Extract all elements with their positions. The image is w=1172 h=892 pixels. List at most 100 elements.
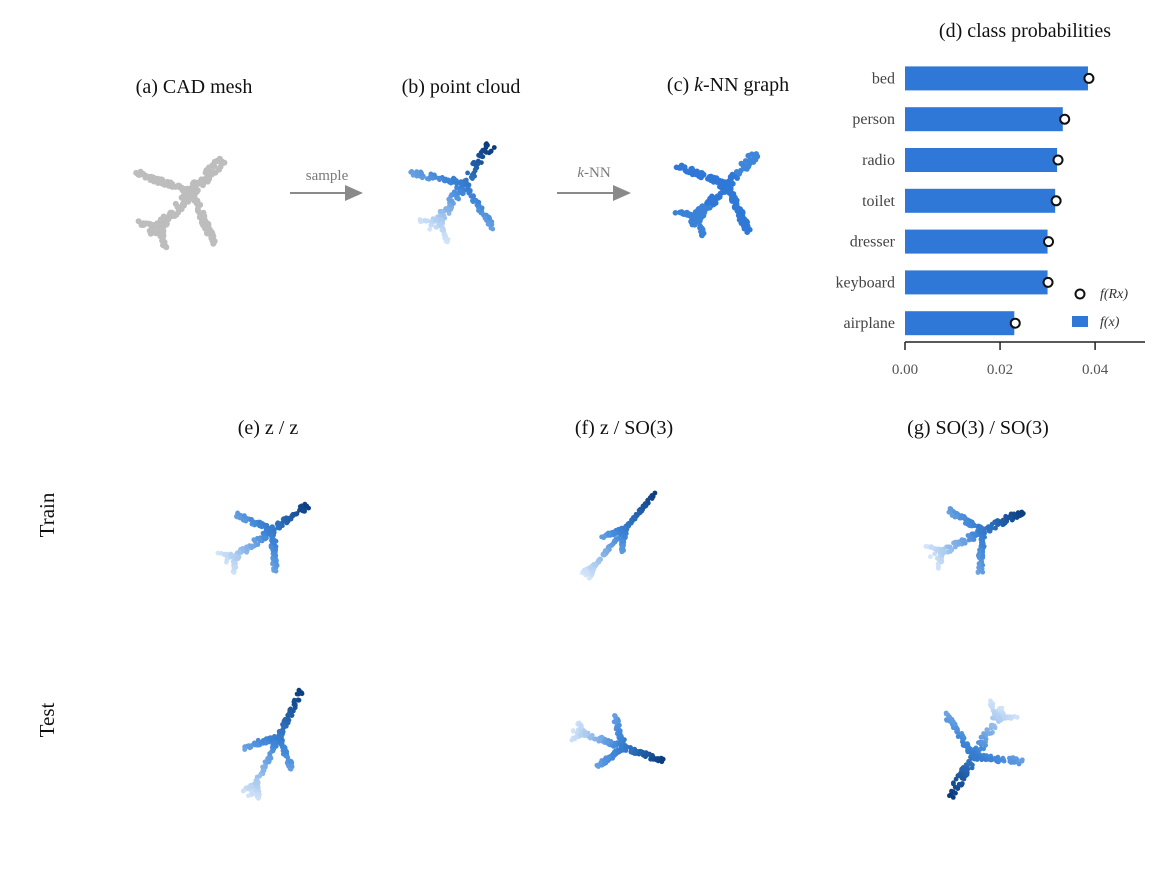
point [415, 171, 420, 177]
legend-rx-label: f(Rx) [1100, 287, 1128, 302]
point [944, 717, 949, 723]
point [628, 747, 634, 753]
point [252, 740, 257, 746]
point [147, 230, 154, 237]
point [966, 744, 971, 750]
point [611, 743, 617, 749]
point [618, 527, 624, 533]
point [465, 170, 470, 176]
point [238, 514, 244, 520]
bar-dresser [905, 229, 1048, 254]
point [623, 743, 628, 749]
point [740, 162, 747, 169]
point [445, 177, 451, 183]
point [645, 497, 651, 503]
point [620, 545, 625, 551]
point [240, 546, 246, 551]
point [267, 751, 273, 756]
point [960, 733, 966, 739]
category-label-airplane: airplane [843, 315, 895, 332]
point [939, 548, 944, 553]
point [737, 213, 743, 219]
point [625, 521, 631, 527]
point [471, 159, 477, 165]
point [673, 164, 680, 171]
point [718, 180, 724, 186]
point [271, 551, 277, 557]
point [167, 209, 174, 216]
point [992, 725, 998, 731]
point [637, 510, 643, 516]
point [287, 758, 293, 764]
point [454, 180, 459, 186]
point [953, 790, 958, 796]
point [252, 538, 258, 544]
bar-person [905, 107, 1063, 132]
point [970, 520, 975, 526]
panel-d-title: (d) class probabilities [939, 20, 1111, 42]
point [491, 145, 497, 150]
point [437, 177, 442, 183]
point [982, 534, 987, 540]
point [444, 206, 450, 212]
point [734, 175, 740, 181]
point [964, 772, 970, 777]
test-so3-so3-point-cloud [943, 698, 1025, 800]
point [422, 217, 428, 223]
point [605, 740, 610, 745]
marker-rx-airplane [1009, 317, 1021, 329]
point [262, 522, 268, 528]
point [728, 196, 735, 203]
point [698, 232, 705, 238]
point [468, 174, 474, 180]
point [990, 708, 996, 713]
point [199, 218, 206, 224]
point [1008, 511, 1014, 517]
point [264, 527, 269, 533]
point [947, 793, 952, 799]
point [612, 713, 617, 718]
point [710, 195, 716, 202]
point [745, 164, 751, 170]
point [429, 175, 435, 181]
point [454, 185, 459, 190]
category-label-dresser: dresser [850, 234, 896, 251]
point [980, 734, 985, 740]
point [254, 792, 260, 798]
legend-fx-label: f(x) [1100, 315, 1120, 330]
point [475, 161, 481, 167]
point [959, 766, 964, 772]
marker-rx-keyboard [1042, 276, 1054, 288]
point [992, 755, 998, 761]
point [710, 201, 717, 208]
point [719, 189, 725, 196]
point [601, 534, 607, 539]
point [939, 559, 944, 565]
point [454, 191, 460, 196]
point [602, 549, 608, 554]
point [263, 740, 269, 746]
point [935, 547, 941, 553]
point [267, 528, 273, 533]
row-label-train: Train [35, 492, 59, 537]
point [971, 754, 977, 759]
x-tick-label: 0.04 [1082, 362, 1109, 378]
class-probabilities-chart: bed person radio toilet dresser keyboard airpl… [835, 66, 1145, 378]
point [955, 734, 961, 739]
point [952, 514, 958, 520]
point [694, 170, 701, 177]
point [255, 542, 261, 547]
point [706, 205, 713, 211]
point [482, 149, 488, 155]
test-z-so3-point-cloud [569, 713, 666, 769]
point [289, 763, 294, 768]
panel-a-title: (a) CAD mesh [136, 76, 253, 98]
point [179, 195, 186, 202]
point [161, 180, 168, 187]
point [411, 170, 416, 176]
point [306, 505, 311, 511]
point [254, 780, 259, 786]
point [283, 515, 289, 521]
point [179, 187, 186, 194]
point [241, 517, 247, 523]
